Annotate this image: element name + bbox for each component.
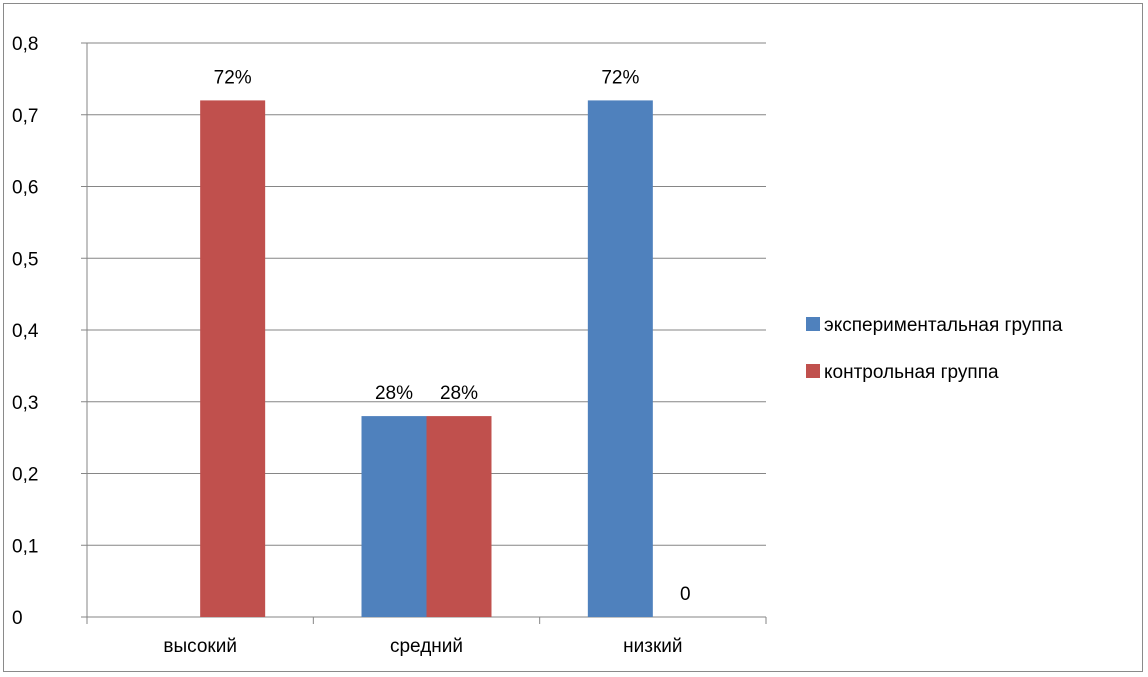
legend-entry: экспериментальная группа: [824, 315, 1063, 336]
y-tick-label: 0,8: [12, 34, 38, 55]
data-label: 28%: [440, 383, 478, 404]
x-tick-label: низкий: [623, 636, 682, 657]
data-label: 72%: [601, 67, 639, 88]
data-label: 28%: [375, 383, 413, 404]
x-tick-label: средний: [390, 636, 463, 657]
legend-swatch: [806, 364, 820, 378]
data-label: 0: [680, 584, 691, 605]
x-tick-label: высокий: [163, 636, 237, 657]
bar: [426, 416, 492, 617]
y-tick-label: 0,1: [12, 536, 38, 557]
bar: [200, 100, 266, 617]
y-tick-label: 0,5: [12, 249, 38, 270]
y-tick-label: 0: [12, 608, 23, 629]
legend-entry: контрольная группа: [824, 362, 999, 383]
bar: [361, 416, 427, 617]
legend-swatch: [806, 317, 820, 331]
data-label: 72%: [214, 67, 252, 88]
y-tick-label: 0,7: [12, 106, 38, 127]
y-tick-label: 0,4: [12, 321, 39, 342]
y-tick-label: 0,3: [12, 393, 38, 414]
y-tick-label: 0,2: [12, 465, 38, 486]
y-tick-label: 0,6: [12, 178, 38, 199]
bar: [587, 100, 653, 617]
